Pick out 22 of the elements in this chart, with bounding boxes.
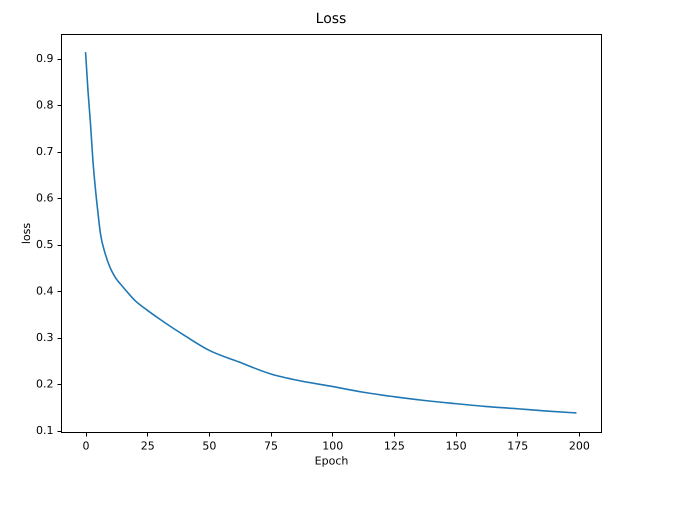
x-tick-label: 0 <box>82 440 90 452</box>
y-tick-label: 0.5 <box>36 238 54 252</box>
y-axis-title: loss <box>20 222 34 244</box>
chart-title: Loss <box>316 11 346 27</box>
x-axis-title: Epoch <box>314 454 348 468</box>
y-tick-label: 0.7 <box>36 145 54 158</box>
y-tick-label: 0.1 <box>36 424 54 438</box>
x-tick-label: 150 <box>446 440 467 452</box>
y-tick-label: 0.9 <box>36 52 54 66</box>
y-tick-label: 0.6 <box>36 192 54 205</box>
y-tick-label: 0.3 <box>36 331 54 344</box>
x-tick-label: 175 <box>507 440 528 452</box>
x-tick-label: 125 <box>384 440 405 452</box>
y-tick-label: 0.8 <box>36 98 54 112</box>
x-tick-label: 75 <box>264 440 278 452</box>
x-tick-label: 50 <box>202 440 216 452</box>
y-tick-label: 0.4 <box>36 284 54 298</box>
x-tick-label: 200 <box>568 440 590 452</box>
x-tick-label: 25 <box>140 440 155 452</box>
x-tick-label: 100 <box>322 440 344 452</box>
line-series <box>84 51 578 414</box>
y-tick-label: 0.2 <box>36 378 54 391</box>
